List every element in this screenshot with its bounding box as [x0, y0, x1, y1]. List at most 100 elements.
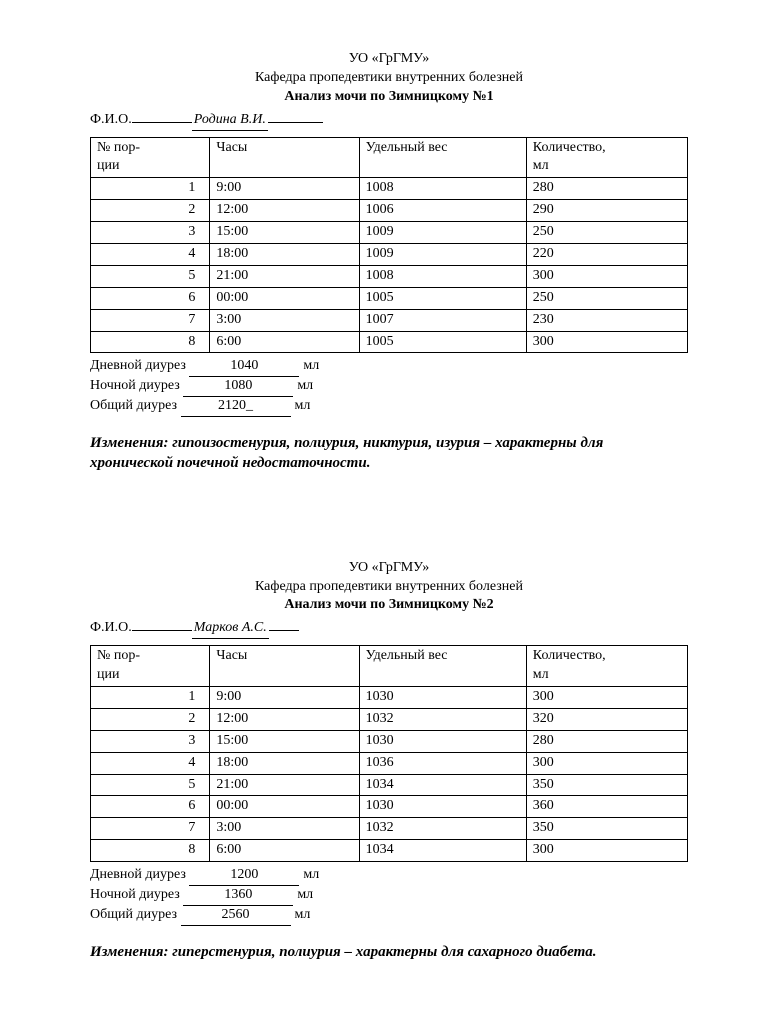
cell-weight: 1008	[359, 265, 526, 287]
cell-time: 18:00	[210, 752, 359, 774]
analysis-block-1: УО «ГрГМУ» Кафедра пропедевтики внутренн…	[90, 50, 688, 474]
cell-amount: 280	[526, 178, 687, 200]
cell-weight: 1006	[359, 200, 526, 222]
table-row: 73:001007230	[91, 309, 688, 331]
table-row: 418:001036300	[91, 752, 688, 774]
col-amount: Количество, мл	[526, 137, 687, 178]
cell-time: 12:00	[210, 200, 359, 222]
table-row: 600:001030360	[91, 796, 688, 818]
cell-time: 9:00	[210, 686, 359, 708]
fio-underline-trail	[268, 109, 323, 123]
night-diuresis-value: 1080	[183, 377, 293, 397]
conclusion-text: Изменения: гиперстенурия, полиурия – хар…	[90, 942, 688, 962]
table-header-row: № пор- ции Часы Удельный вес Количество,…	[91, 137, 688, 178]
total-diuresis-label: Общий диурез	[90, 397, 181, 416]
cell-n: 1	[91, 178, 210, 200]
cell-time: 21:00	[210, 774, 359, 796]
total-diuresis-label: Общий диурез	[90, 906, 181, 925]
col-amount-l2: мл	[533, 158, 549, 173]
institution-line: УО «ГрГМУ»	[90, 559, 688, 578]
cell-amount: 350	[526, 774, 687, 796]
cell-n: 5	[91, 774, 210, 796]
cell-time: 00:00	[210, 287, 359, 309]
department-line: Кафедра пропедевтики внутренних болезней	[90, 578, 688, 597]
col-amount-l1: Количество,	[533, 648, 606, 663]
unit-ml: мл	[299, 357, 319, 376]
cell-n: 7	[91, 309, 210, 331]
cell-time: 18:00	[210, 244, 359, 266]
cell-weight: 1036	[359, 752, 526, 774]
day-diuresis-value: 1200	[189, 866, 299, 886]
cell-amount: 230	[526, 309, 687, 331]
cell-n: 8	[91, 331, 210, 353]
cell-amount: 220	[526, 244, 687, 266]
cell-time: 6:00	[210, 331, 359, 353]
total-diuresis-row: Общий диурез 2120_ мл	[90, 397, 688, 417]
table-row: 315:001009250	[91, 222, 688, 244]
cell-time: 3:00	[210, 309, 359, 331]
cell-amount: 250	[526, 287, 687, 309]
cell-weight: 1030	[359, 730, 526, 752]
table-row: 19:001030300	[91, 686, 688, 708]
cell-time: 00:00	[210, 796, 359, 818]
cell-n: 4	[91, 244, 210, 266]
table-row: 73:001032350	[91, 818, 688, 840]
day-diuresis-row: Дневной диурез 1200 мл	[90, 866, 688, 886]
col-portion: № пор- ции	[91, 646, 210, 687]
total-diuresis-value: 2560	[181, 906, 291, 926]
col-time: Часы	[210, 137, 359, 178]
table-row: 86:001005300	[91, 331, 688, 353]
section-gap	[90, 474, 688, 559]
table-row: 212:001006290	[91, 200, 688, 222]
cell-amount: 250	[526, 222, 687, 244]
header-block: УО «ГрГМУ» Кафедра пропедевтики внутренн…	[90, 559, 688, 616]
cell-n: 3	[91, 730, 210, 752]
department-line: Кафедра пропедевтики внутренних болезней	[90, 69, 688, 88]
cell-time: 15:00	[210, 730, 359, 752]
col-portion: № пор- ции	[91, 137, 210, 178]
table-row: 600:001005250	[91, 287, 688, 309]
cell-weight: 1009	[359, 222, 526, 244]
day-diuresis-label: Дневной диурез	[90, 866, 189, 885]
analysis-block-2: УО «ГрГМУ» Кафедра пропедевтики внутренн…	[90, 559, 688, 962]
total-diuresis-row: Общий диурез 2560 мл	[90, 906, 688, 926]
cell-weight: 1032	[359, 708, 526, 730]
cell-weight: 1007	[359, 309, 526, 331]
cell-weight: 1005	[359, 331, 526, 353]
table-row: 86:001034300	[91, 840, 688, 862]
cell-time: 6:00	[210, 840, 359, 862]
fio-label: Ф.И.О.	[90, 619, 132, 638]
cell-weight: 1032	[359, 818, 526, 840]
table-row: 521:001034350	[91, 774, 688, 796]
table-row: 521:001008300	[91, 265, 688, 287]
cell-weight: 1005	[359, 287, 526, 309]
col-portion-l2: ции	[97, 158, 119, 173]
cell-n: 5	[91, 265, 210, 287]
conclusion-text: Изменения: гипоизостенурия, полиурия, ни…	[90, 433, 688, 474]
fio-label: Ф.И.О.	[90, 111, 132, 130]
cell-n: 6	[91, 287, 210, 309]
col-time: Часы	[210, 646, 359, 687]
night-diuresis-value: 1360	[183, 886, 293, 906]
patient-name: Марков А.С.	[192, 619, 269, 639]
col-amount: Количество, мл	[526, 646, 687, 687]
cell-n: 1	[91, 686, 210, 708]
col-amount-l2: мл	[533, 667, 549, 682]
cell-time: 9:00	[210, 178, 359, 200]
col-portion-l1: № пор-	[97, 648, 140, 663]
cell-amount: 300	[526, 686, 687, 708]
unit-ml: мл	[299, 866, 319, 885]
unit-ml: мл	[291, 397, 311, 416]
cell-n: 2	[91, 708, 210, 730]
night-diuresis-row: Ночной диурез 1360 мл	[90, 886, 688, 906]
cell-weight: 1009	[359, 244, 526, 266]
night-diuresis-label: Ночной диурез	[90, 377, 183, 396]
cell-weight: 1034	[359, 774, 526, 796]
cell-time: 15:00	[210, 222, 359, 244]
cell-amount: 280	[526, 730, 687, 752]
analysis-table-2: № пор- ции Часы Удельный вес Количество,…	[90, 645, 688, 862]
fio-underline-trail	[269, 617, 299, 631]
col-weight: Удельный вес	[359, 646, 526, 687]
cell-weight: 1030	[359, 796, 526, 818]
table-row: 418:001009220	[91, 244, 688, 266]
